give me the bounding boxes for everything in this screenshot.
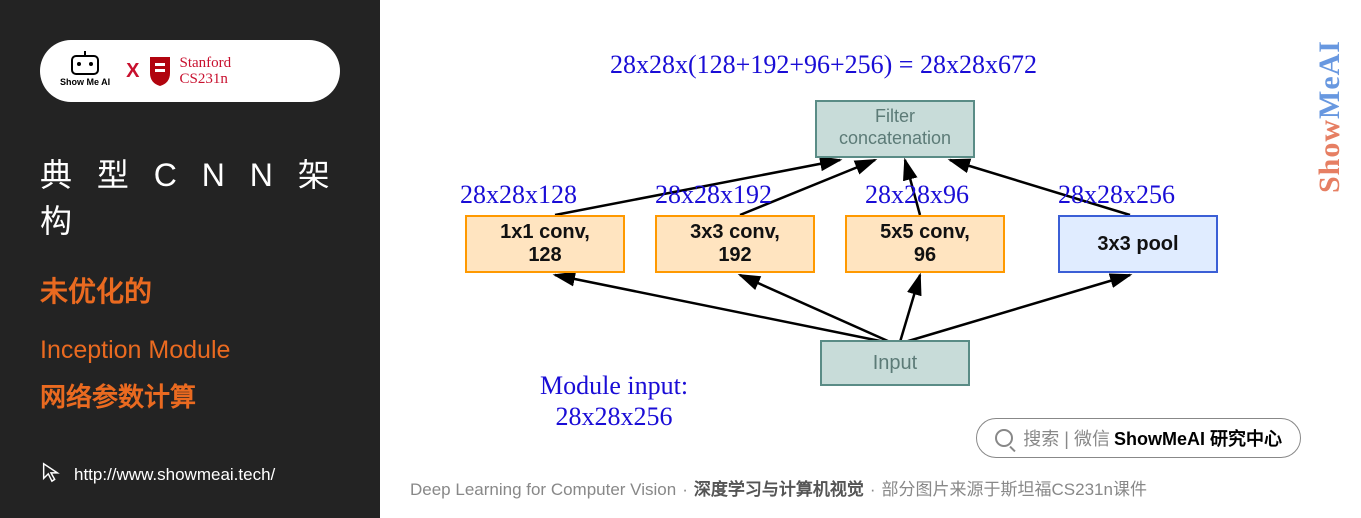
output-equation: 28x28x(128+192+96+256) = 28x28x672 — [610, 50, 1037, 80]
stanford-text: Stanford CS231n — [180, 55, 232, 88]
cursor-icon — [40, 461, 62, 488]
dim-label-3: 28x28x256 — [1058, 180, 1175, 210]
watermark: ShowMeAI — [1313, 40, 1347, 193]
branding-badge: Show Me AI X Stanford CS231n — [40, 40, 340, 102]
sidebar-sub3: 网络参数计算 — [40, 377, 340, 414]
stanford-shield-icon — [148, 55, 172, 87]
search-icon — [995, 429, 1013, 447]
main-panel: 28x28x(128+192+96+256) = 28x28x672 Filte… — [380, 0, 1361, 518]
showmeai-logo: Show Me AI — [60, 55, 110, 87]
op-box-3: 3x3 pool — [1058, 215, 1218, 273]
url-text: http://www.showmeai.tech/ — [74, 465, 275, 485]
sidebar: Show Me AI X Stanford CS231n 典 型 C N N 架… — [0, 0, 380, 518]
footer-text: Deep Learning for Computer Vision·深度学习与计… — [410, 475, 1147, 500]
inception-diagram: 28x28x(128+192+96+256) = 28x28x672 Filte… — [410, 20, 1310, 450]
search-grey-text: 搜索 | 微信 — [1023, 425, 1110, 451]
dim-label-2: 28x28x96 — [865, 180, 969, 210]
x-separator: X — [126, 60, 139, 83]
op-box-2: 5x5 conv,96 — [845, 215, 1005, 273]
input-box: Input — [820, 340, 970, 386]
filter-concat-box: Filter concatenation — [815, 100, 975, 158]
sidebar-title: 典 型 C N N 架 构 — [40, 150, 340, 242]
url-row[interactable]: http://www.showmeai.tech/ — [40, 461, 275, 488]
search-bold-text: ShowMeAI 研究中心 — [1114, 425, 1282, 451]
module-input-label: Module input: 28x28x256 — [540, 370, 688, 432]
sidebar-sub2: Inception Module — [40, 336, 340, 365]
dim-label-1: 28x28x192 — [655, 180, 772, 210]
search-pill[interactable]: 搜索 | 微信 ShowMeAI 研究中心 — [976, 418, 1301, 458]
op-box-0: 1x1 conv,128 — [465, 215, 625, 273]
sidebar-sub1: 未优化的 — [40, 270, 340, 310]
op-box-1: 3x3 conv,192 — [655, 215, 815, 273]
dim-label-0: 28x28x128 — [460, 180, 577, 210]
